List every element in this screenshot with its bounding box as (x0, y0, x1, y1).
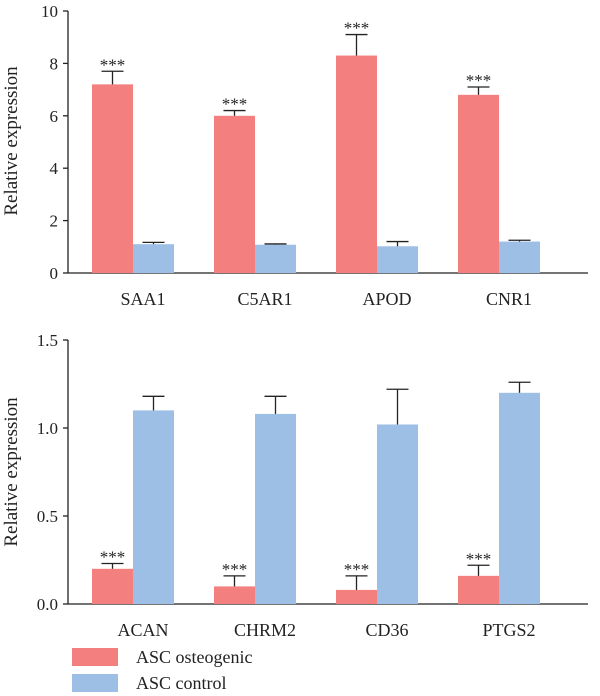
bar-osteogenic-chrm2 (214, 586, 255, 604)
bar-osteogenic-cnr1 (458, 94, 499, 273)
y-tick-label: 4 (50, 159, 59, 178)
bar-control-chrm2 (255, 413, 296, 604)
significance-label: *** (344, 19, 370, 38)
bar-control-cd36 (377, 424, 418, 604)
significance-label: *** (100, 548, 126, 567)
x-tick-label-saa1: SAA1 (120, 289, 165, 309)
legend: ASC osteogenic ASC control (72, 647, 253, 693)
y-axis-title: Relative expression (1, 397, 22, 547)
bar-control-saa1 (133, 244, 174, 273)
y-tick-label: 0 (50, 264, 59, 283)
bar-control-ptgs2 (499, 392, 540, 604)
chart-panel-top: Relative expression 0 2 4 6 8 10 *** SAA1 *** C5AR… (1, 2, 588, 309)
significance-label: *** (466, 549, 492, 568)
x-tick-label-cnr1: CNR1 (486, 289, 532, 309)
legend-item-osteogenic: ASC osteogenic (72, 647, 253, 667)
y-tick-label: 10 (41, 2, 58, 21)
bar-control-apod (377, 246, 418, 273)
y-axis-title: Relative expression (1, 66, 22, 216)
x-tick-label-c5ar1: C5AR1 (237, 289, 292, 309)
significance-label: *** (222, 560, 248, 579)
x-tick-label-chrm2: CHRM2 (234, 620, 296, 640)
x-tick-label-ptgs2: PTGS2 (482, 620, 535, 640)
bar-osteogenic-cd36 (336, 589, 377, 604)
x-tick-label-cd36: CD36 (365, 620, 408, 640)
bar-control-acan (133, 410, 174, 604)
legend-label-osteogenic: ASC osteogenic (136, 647, 253, 667)
significance-label: *** (344, 560, 370, 579)
significance-label: *** (222, 95, 248, 114)
legend-label-control: ASC control (136, 673, 227, 693)
legend-swatch-osteogenic (72, 648, 118, 666)
significance-label: *** (100, 55, 126, 74)
legend-item-control: ASC control (72, 673, 227, 693)
legend-swatch-control (72, 674, 118, 692)
bar-osteogenic-saa1 (92, 84, 133, 273)
bar-control-cnr1 (499, 241, 540, 273)
y-tick-label: 0.0 (37, 595, 58, 614)
bar-osteogenic-c5ar1 (214, 115, 255, 273)
bar-osteogenic-apod (336, 55, 377, 273)
y-tick-label: 8 (50, 54, 59, 73)
bar-control-c5ar1 (255, 244, 296, 273)
x-tick-label-apod: APOD (362, 289, 411, 309)
y-tick-label: 1.0 (37, 419, 58, 438)
y-tick-label: 0.5 (37, 507, 58, 526)
y-tick-label: 6 (50, 107, 59, 126)
x-tick-label-acan: ACAN (117, 620, 168, 640)
chart-panel-bottom: Relative expression 0.0 0.5 1.0 1.5 *** ACAN **… (1, 331, 588, 640)
y-tick-label: 2 (50, 212, 59, 231)
bar-osteogenic-ptgs2 (458, 575, 499, 604)
significance-label: *** (466, 71, 492, 90)
y-tick-label: 1.5 (37, 331, 58, 350)
bar-osteogenic-acan (92, 568, 133, 604)
